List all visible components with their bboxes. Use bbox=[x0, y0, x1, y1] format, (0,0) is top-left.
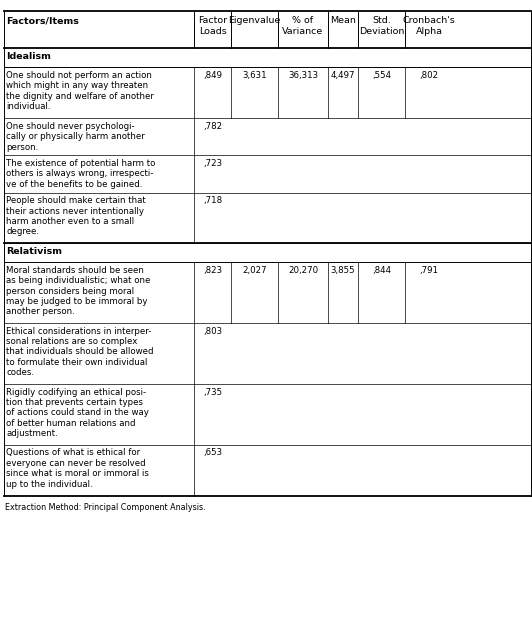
Text: 36,313: 36,313 bbox=[288, 71, 318, 79]
Text: ,735: ,735 bbox=[203, 388, 222, 396]
Text: 2,027: 2,027 bbox=[242, 266, 267, 274]
Text: Mean: Mean bbox=[330, 16, 356, 25]
Text: One should not perform an action
which might in any way threaten
the dignity and: One should not perform an action which m… bbox=[6, 71, 154, 111]
Text: One should never psychologi-
cally or physically harm another
person.: One should never psychologi- cally or ph… bbox=[6, 122, 145, 152]
Text: 4,497: 4,497 bbox=[330, 71, 355, 79]
Text: ,844: ,844 bbox=[372, 266, 391, 274]
Text: % of
Variance: % of Variance bbox=[282, 16, 323, 35]
Text: ,791: ,791 bbox=[420, 266, 439, 274]
Text: 20,270: 20,270 bbox=[288, 266, 318, 274]
Text: People should make certain that
their actions never intentionally
harm another e: People should make certain that their ac… bbox=[6, 196, 146, 237]
Text: ,653: ,653 bbox=[203, 448, 222, 457]
Text: Eigenvalue: Eigenvalue bbox=[228, 16, 281, 25]
Text: 3,855: 3,855 bbox=[330, 266, 355, 274]
Text: ,849: ,849 bbox=[203, 71, 222, 79]
Text: Questions of what is ethical for
everyone can never be resolved
since what is mo: Questions of what is ethical for everyon… bbox=[6, 448, 149, 489]
Text: ,782: ,782 bbox=[203, 122, 222, 130]
Text: 3,631: 3,631 bbox=[242, 71, 267, 79]
Text: Std.
Deviation: Std. Deviation bbox=[359, 16, 404, 35]
Text: Relativism: Relativism bbox=[6, 247, 62, 256]
Text: Moral standards should be seen
as being individualistic; what one
person conside: Moral standards should be seen as being … bbox=[6, 266, 151, 316]
Text: ,803: ,803 bbox=[203, 327, 222, 335]
Text: Factor
Loads: Factor Loads bbox=[198, 16, 227, 35]
Text: Ethical considerations in interper-
sonal relations are so complex
that individu: Ethical considerations in interper- sona… bbox=[6, 327, 154, 377]
Text: Extraction Method: Principal Component Analysis.: Extraction Method: Principal Component A… bbox=[5, 503, 206, 512]
Text: ,718: ,718 bbox=[203, 196, 222, 205]
Text: Idealism: Idealism bbox=[6, 52, 51, 61]
Text: The existence of potential harm to
others is always wrong, irrespecti-
ve of the: The existence of potential harm to other… bbox=[6, 159, 156, 189]
Text: ,802: ,802 bbox=[420, 71, 439, 79]
Text: Cronbach's
Alpha: Cronbach's Alpha bbox=[403, 16, 456, 35]
Text: ,723: ,723 bbox=[203, 159, 222, 168]
Text: Rigidly codifying an ethical posi-
tion that prevents certain types
of actions c: Rigidly codifying an ethical posi- tion … bbox=[6, 388, 149, 438]
Text: ,823: ,823 bbox=[203, 266, 222, 274]
Text: ,554: ,554 bbox=[372, 71, 391, 79]
Text: Factors/Items: Factors/Items bbox=[6, 16, 79, 25]
